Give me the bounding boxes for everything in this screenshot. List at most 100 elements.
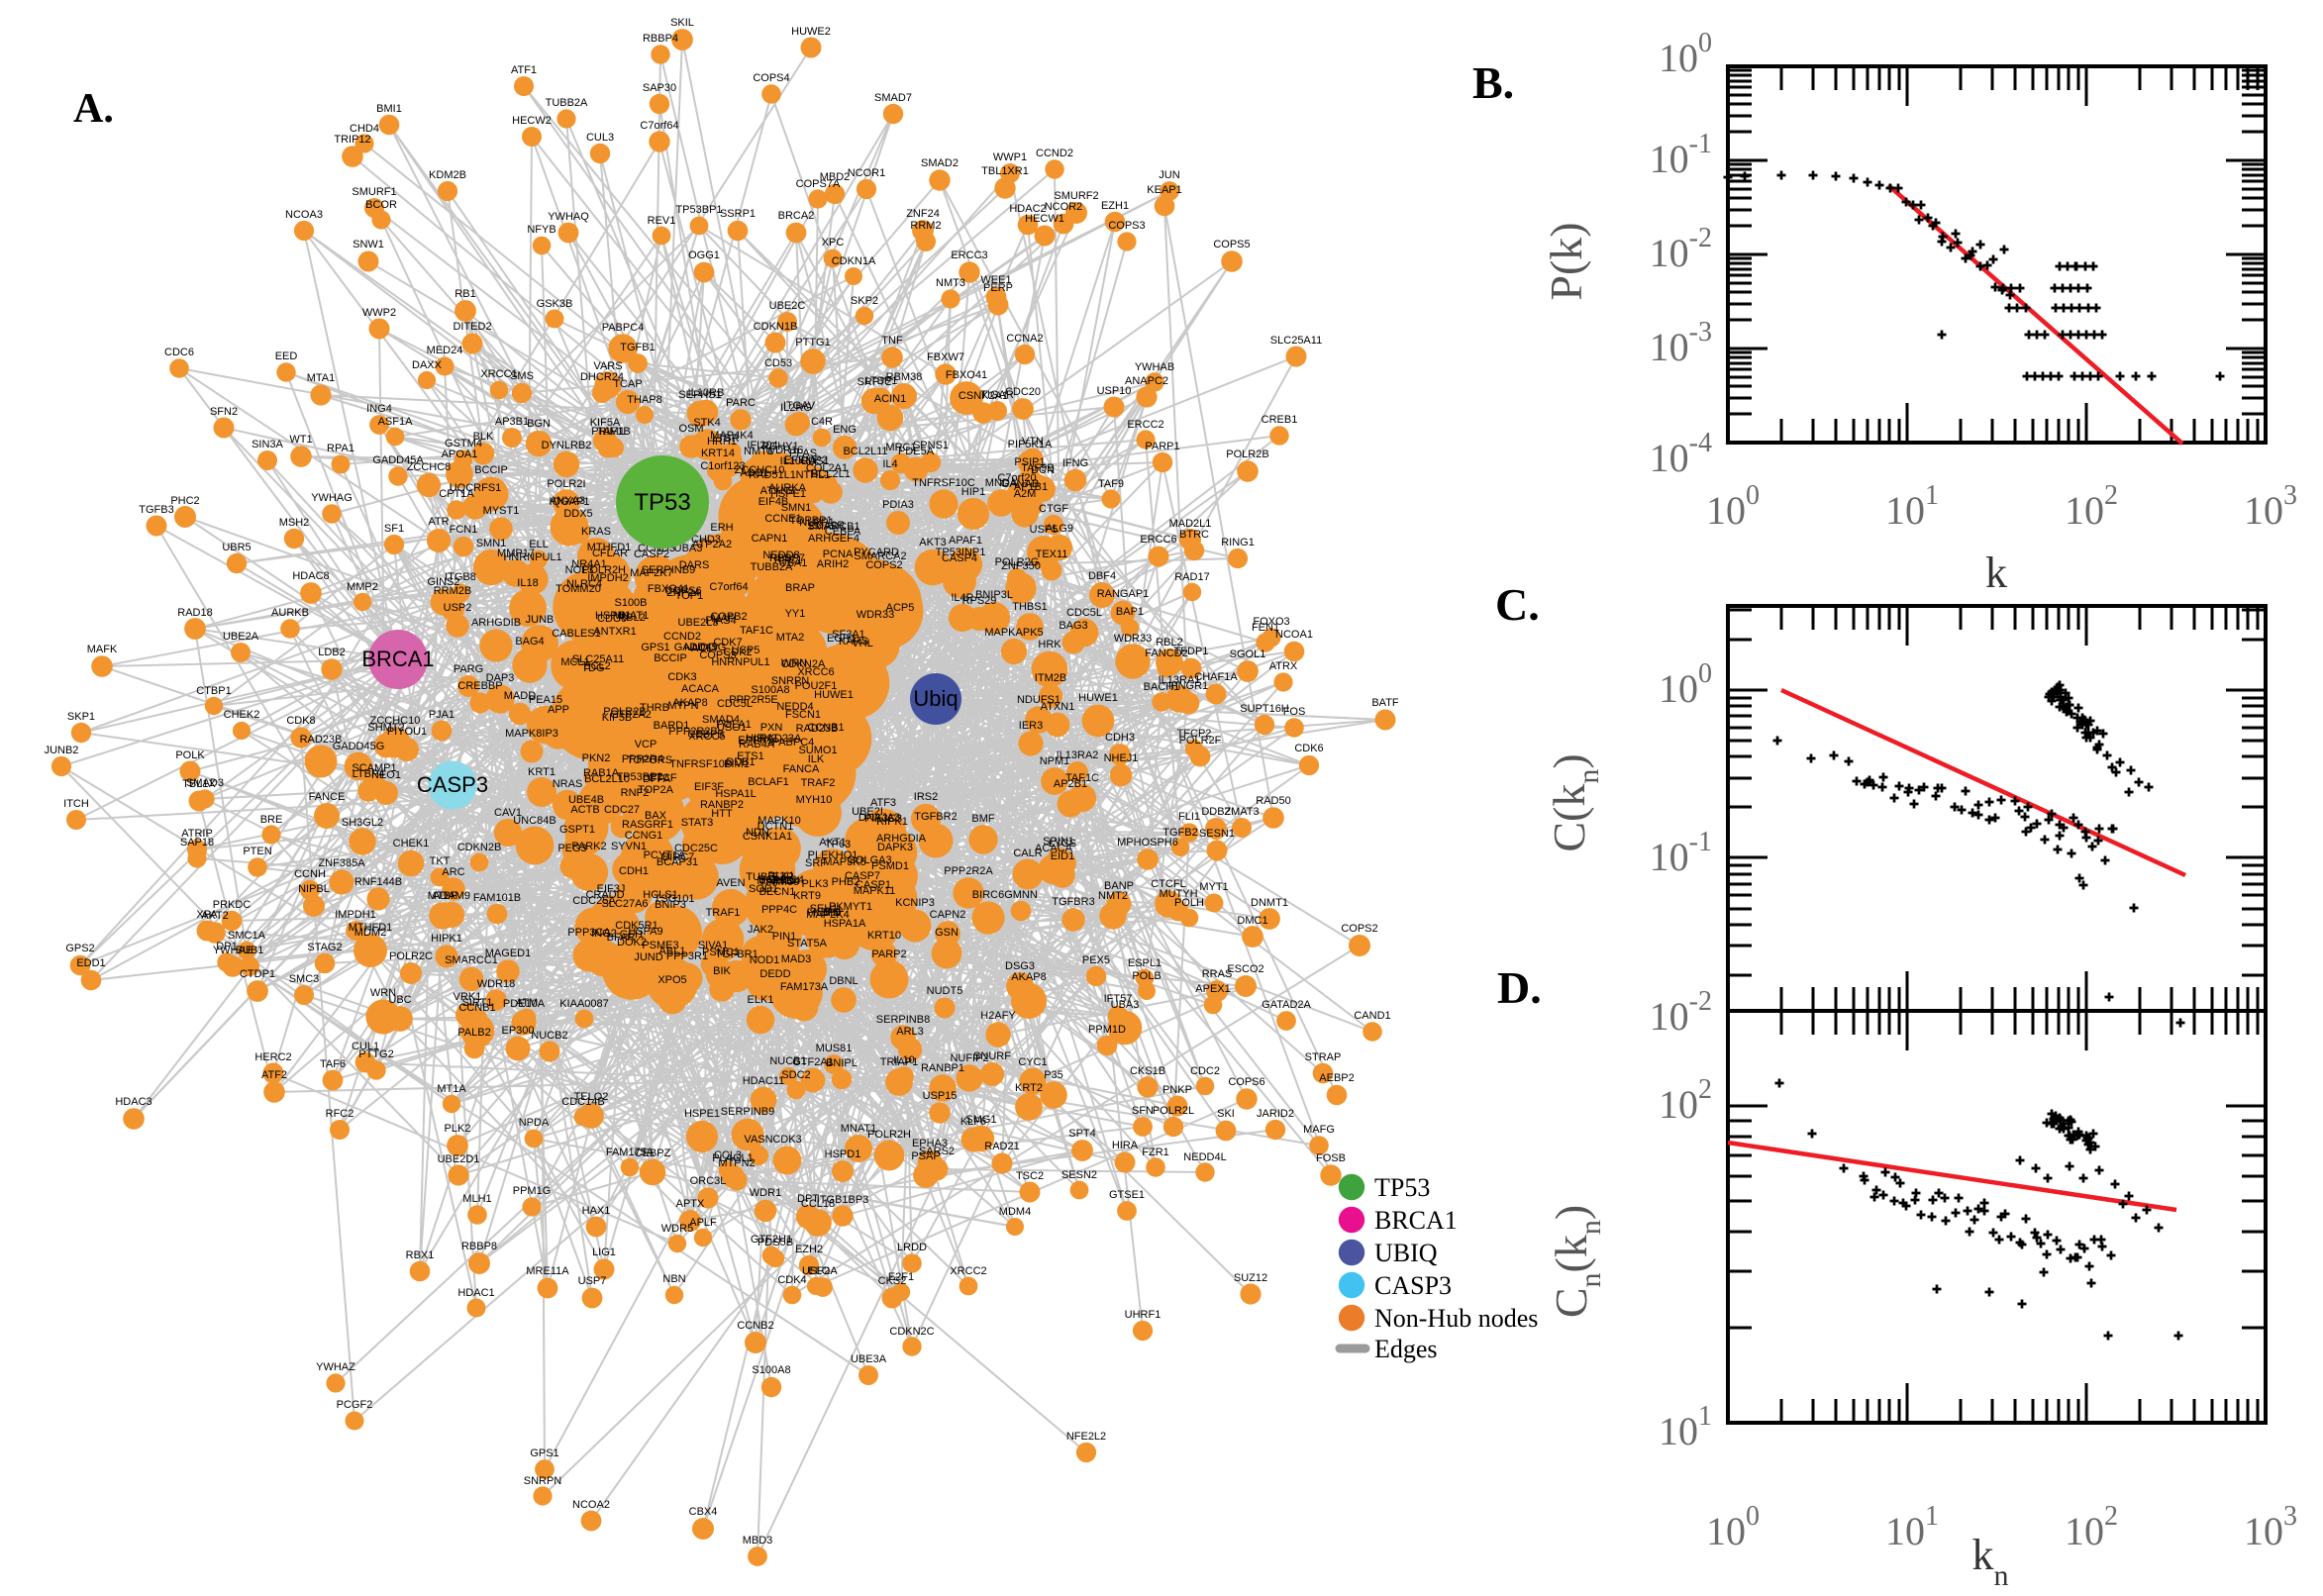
svg-text:ORC3L: ORC3L <box>690 1175 727 1187</box>
svg-text:VARS: VARS <box>593 360 622 372</box>
svg-text:IMPDH2: IMPDH2 <box>587 572 629 584</box>
svg-text:CHEK1: CHEK1 <box>393 838 430 849</box>
svg-text:TGFBR2: TGFBR2 <box>914 811 957 823</box>
svg-text:PARP1: PARP1 <box>1145 441 1179 452</box>
svg-text:YWHAQ: YWHAQ <box>548 211 589 223</box>
svg-text:C.: C. <box>1495 579 1540 630</box>
svg-text:CALR: CALR <box>1013 848 1042 859</box>
svg-text:ITM2B: ITM2B <box>1035 672 1066 684</box>
svg-text:PARG: PARG <box>454 663 483 675</box>
svg-text:PERP: PERP <box>983 282 1013 294</box>
svg-text:KRT1: KRT1 <box>528 766 556 778</box>
svg-text:EIF4B: EIF4B <box>758 496 789 508</box>
svg-text:SUZ12: SUZ12 <box>1234 1272 1267 1284</box>
svg-text:SUPT16H: SUPT16H <box>1240 703 1289 715</box>
svg-text:GANAB: GANAB <box>1001 478 1040 490</box>
svg-text:ERCC3: ERCC3 <box>951 249 987 261</box>
svg-text:ATXN3: ATXN3 <box>760 485 795 497</box>
svg-text:TOP1: TOP1 <box>675 590 704 602</box>
svg-text:MUTYH: MUTYH <box>1159 888 1197 900</box>
svg-text:KRT10: KRT10 <box>867 930 901 942</box>
svg-text:HAX1: HAX1 <box>582 1205 611 1217</box>
svg-text:BGN: BGN <box>527 418 551 430</box>
svg-text:LDB2: LDB2 <box>318 647 346 658</box>
svg-text:COPS7A: COPS7A <box>796 178 841 190</box>
svg-text:POU2F1: POU2F1 <box>795 680 838 692</box>
svg-text:CDC2: CDC2 <box>1190 1065 1220 1077</box>
svg-text:PIK3C3: PIK3C3 <box>864 813 902 825</box>
svg-text:VASN: VASN <box>744 1134 772 1146</box>
svg-text:MNAT1: MNAT1 <box>613 610 649 622</box>
svg-text:ADAM9: ADAM9 <box>433 890 470 902</box>
svg-text:A2M: A2M <box>1014 488 1037 500</box>
svg-text:NCOA2: NCOA2 <box>572 1499 610 1511</box>
svg-text:MAP3K5: MAP3K5 <box>823 856 865 868</box>
svg-text:ESCO2: ESCO2 <box>1227 963 1263 975</box>
svg-text:TRAF2: TRAF2 <box>801 777 836 789</box>
svg-text:CUL1: CUL1 <box>352 1041 379 1052</box>
svg-text:ARC: ARC <box>442 866 464 878</box>
svg-text:RPS29: RPS29 <box>962 595 997 607</box>
svg-text:TP53INP1: TP53INP1 <box>936 547 986 558</box>
svg-text:TP53: TP53 <box>1374 1173 1430 1202</box>
svg-text:CDH1: CDH1 <box>619 865 649 877</box>
svg-text:CHEK2: CHEK2 <box>224 709 260 721</box>
svg-text:RFC2: RFC2 <box>326 1108 354 1120</box>
svg-text:GTF2A2: GTF2A2 <box>610 709 652 721</box>
svg-text:CCNB1: CCNB1 <box>807 722 844 734</box>
svg-text:BCL2L14: BCL2L14 <box>758 874 804 886</box>
svg-text:PTTG2: PTTG2 <box>358 1048 393 1060</box>
svg-text:EP300: EP300 <box>501 1025 534 1037</box>
svg-text:KIF5B: KIF5B <box>602 712 633 724</box>
svg-text:HSPD1: HSPD1 <box>825 1148 861 1160</box>
svg-text:THBS1: THBS1 <box>1012 601 1047 613</box>
svg-text:ITGB8: ITGB8 <box>445 571 476 583</box>
svg-text:TOPBP1: TOPBP1 <box>789 515 832 527</box>
svg-text:NEDD8: NEDD8 <box>762 549 799 561</box>
svg-text:SMAD2: SMAD2 <box>921 157 959 169</box>
svg-text:PHB2: PHB2 <box>832 876 860 888</box>
svg-text:Edges: Edges <box>1374 1335 1438 1363</box>
svg-text:TOPORS: TOPORS <box>627 754 672 766</box>
svg-text:IL2RG: IL2RG <box>780 402 812 414</box>
svg-text:HSPA9: HSPA9 <box>628 926 662 938</box>
svg-text:MTBP: MTBP <box>428 890 458 902</box>
svg-text:TOP2A: TOP2A <box>638 784 674 796</box>
svg-text:HECW1: HECW1 <box>1025 213 1064 225</box>
svg-text:FLI1: FLI1 <box>1178 811 1200 823</box>
svg-text:GSK3B: GSK3B <box>537 298 573 310</box>
svg-text:CDC6: CDC6 <box>597 613 627 625</box>
svg-text:TNFRSF10C: TNFRSF10C <box>912 477 975 489</box>
svg-text:SMURF1: SMURF1 <box>352 186 396 198</box>
svg-text:WRN: WRN <box>370 987 396 999</box>
svg-text:OGG1: OGG1 <box>688 249 720 261</box>
svg-text:EID1: EID1 <box>1051 850 1074 862</box>
svg-text:SMAD4: SMAD4 <box>702 714 740 726</box>
svg-text:PSAP: PSAP <box>911 1150 940 1162</box>
svg-text:COPS5: COPS5 <box>1213 239 1250 250</box>
svg-text:POLR2H: POLR2H <box>867 1129 911 1141</box>
svg-text:H2AFY: H2AFY <box>980 1010 1016 1022</box>
svg-text:FZR1: FZR1 <box>1142 1147 1169 1158</box>
svg-text:ARIH2: ARIH2 <box>817 558 849 570</box>
svg-text:JAK2: JAK2 <box>748 924 773 936</box>
svg-text:RRAS: RRAS <box>1202 968 1233 980</box>
svg-text:IL4: IL4 <box>882 458 897 470</box>
svg-text:ATRX: ATRX <box>1269 660 1298 672</box>
svg-text:Non-Hub nodes: Non-Hub nodes <box>1374 1304 1538 1333</box>
svg-text:BAG3: BAG3 <box>1059 620 1087 632</box>
svg-text:TRAF1: TRAF1 <box>706 907 741 919</box>
svg-text:ATF3: ATF3 <box>870 797 896 809</box>
svg-text:CHD4: CHD4 <box>350 123 379 135</box>
svg-text:TDG: TDG <box>581 662 604 674</box>
svg-text:MBD3: MBD3 <box>743 1535 773 1546</box>
svg-text:POLR2I: POLR2I <box>547 478 585 490</box>
svg-text:PDE10A: PDE10A <box>503 998 546 1010</box>
svg-text:CASP3: CASP3 <box>417 772 488 797</box>
svg-text:CREBBP: CREBBP <box>457 680 502 692</box>
svg-text:PFAS: PFAS <box>789 448 817 459</box>
svg-text:WT1: WT1 <box>289 434 312 446</box>
svg-text:WDR33: WDR33 <box>1114 633 1153 645</box>
svg-text:HUWE1: HUWE1 <box>814 689 854 701</box>
svg-text:ELOA: ELOA <box>808 1265 838 1277</box>
